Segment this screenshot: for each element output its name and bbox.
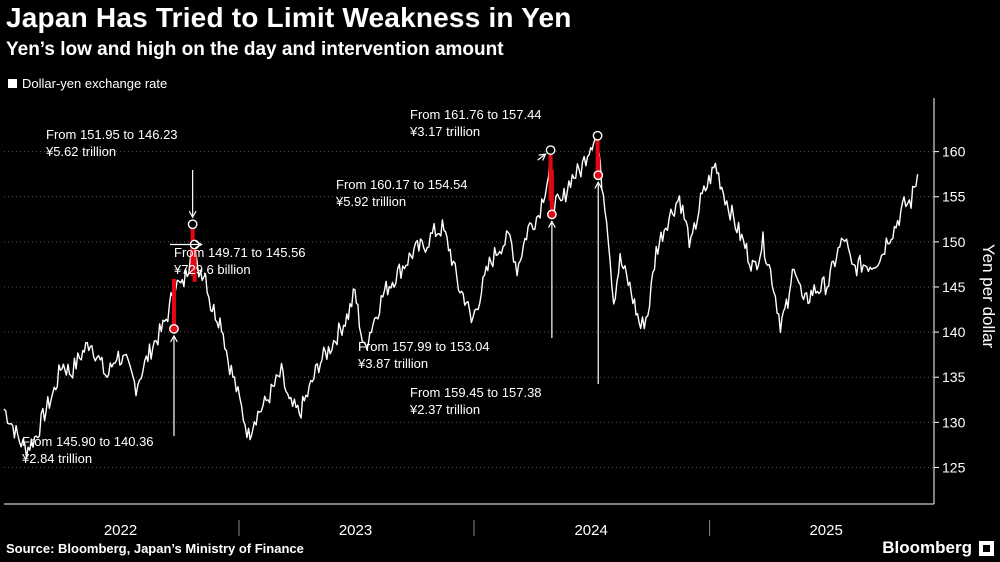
legend-label: Dollar-yen exchange rate xyxy=(22,76,168,91)
y-tick-label: 140 xyxy=(942,324,966,340)
intervention-bar xyxy=(171,278,176,329)
annotation-range: From 160.17 to 154.54 xyxy=(336,177,468,192)
annotation-range: From 159.45 to 157.38 xyxy=(410,385,542,400)
y-tick-label: 160 xyxy=(942,144,966,160)
annotation-arrowhead xyxy=(547,220,556,228)
annotation-range: From 149.71 to 145.56 xyxy=(174,245,306,260)
intervention-bar xyxy=(192,244,197,282)
annotation-range: From 151.95 to 146.23 xyxy=(46,127,178,142)
intervention-annotation: From 145.90 to 140.36 ¥2.84 trillion xyxy=(21,434,154,466)
y-tick-label: 150 xyxy=(942,234,966,250)
annotation-amount: ¥3.17 trillion xyxy=(409,124,480,139)
legend-swatch xyxy=(8,79,17,88)
y-tick-label: 155 xyxy=(942,189,966,205)
intervention-annotation: From 159.45 to 157.38 ¥2.37 trillion xyxy=(409,385,542,417)
y-tick-label: 135 xyxy=(942,369,966,385)
annotation-amount: ¥2.37 trillion xyxy=(409,402,480,417)
annotation-arrowhead xyxy=(188,210,197,219)
annotation-range: From 145.90 to 140.36 xyxy=(22,434,154,449)
annotation-amount: ¥729.6 billion xyxy=(173,262,251,277)
annotation-arrow xyxy=(537,153,546,161)
annotation-amount: ¥5.92 trillion xyxy=(335,194,406,209)
intervention-marker xyxy=(593,170,604,181)
chart-canvas: 125 130 135 140 145 150 155 160 Yen per dollar 20… xyxy=(3,98,998,539)
y-tick-label: 125 xyxy=(942,459,966,475)
intervention-bar xyxy=(596,156,601,176)
intervention-annotation: From 151.95 to 146.23 ¥5.62 trillion xyxy=(45,127,178,159)
annotation-arrowhead xyxy=(195,240,203,249)
y-tick-label: 130 xyxy=(942,414,966,430)
intervention-marker xyxy=(187,219,198,230)
intervention-marker xyxy=(546,209,557,220)
intervention-bar xyxy=(549,169,554,215)
chart-title: Japan Has Tried to Limit Weakness in Yen xyxy=(6,2,572,33)
annotation-amount: ¥3.87 trillion xyxy=(357,356,428,371)
x-tick-label: 2025 xyxy=(809,522,842,539)
annotation-arrowhead xyxy=(170,334,178,343)
intervention-annotation: From 149.71 to 145.56 ¥729.6 billion xyxy=(173,245,306,277)
x-tick-label: 2022 xyxy=(104,522,137,539)
annotation-amount: ¥2.84 trillion xyxy=(21,451,92,466)
intervention-annotation: From 161.76 to 157.44 ¥3.17 trillion xyxy=(409,107,542,139)
x-tick-label: 2023 xyxy=(339,522,372,539)
intervention-annotation: From 157.99 to 153.04 ¥3.87 trillion xyxy=(357,339,490,371)
annotation-arrowhead xyxy=(594,181,603,189)
series-line xyxy=(3,134,919,459)
annotation-range: From 161.76 to 157.44 xyxy=(410,107,542,122)
annotation-range: From 157.99 to 153.04 xyxy=(358,339,490,354)
annotation-amount: ¥5.62 trillion xyxy=(45,144,116,159)
intervention-annotation: From 160.17 to 154.54 ¥5.92 trillion xyxy=(335,177,468,209)
y-axis-label: Yen per dollar xyxy=(979,244,998,349)
intervention-marker xyxy=(592,130,603,141)
chart-subtitle: Yen’s low and high on the day and interv… xyxy=(6,39,504,60)
x-tick-label: 2024 xyxy=(574,522,607,539)
intervention-marker xyxy=(169,323,179,334)
brand-logo-icon xyxy=(979,541,994,556)
intervention-bar xyxy=(595,135,600,175)
source-note: Source: Bloomberg, Japan’s Ministry of F… xyxy=(6,541,304,556)
brand-wordmark: Bloomberg xyxy=(882,538,972,557)
intervention-marker xyxy=(545,145,556,155)
legend: Dollar-yen exchange rate xyxy=(8,76,167,91)
y-tick-label: 145 xyxy=(942,279,966,295)
annotation-arrowhead xyxy=(538,153,547,161)
